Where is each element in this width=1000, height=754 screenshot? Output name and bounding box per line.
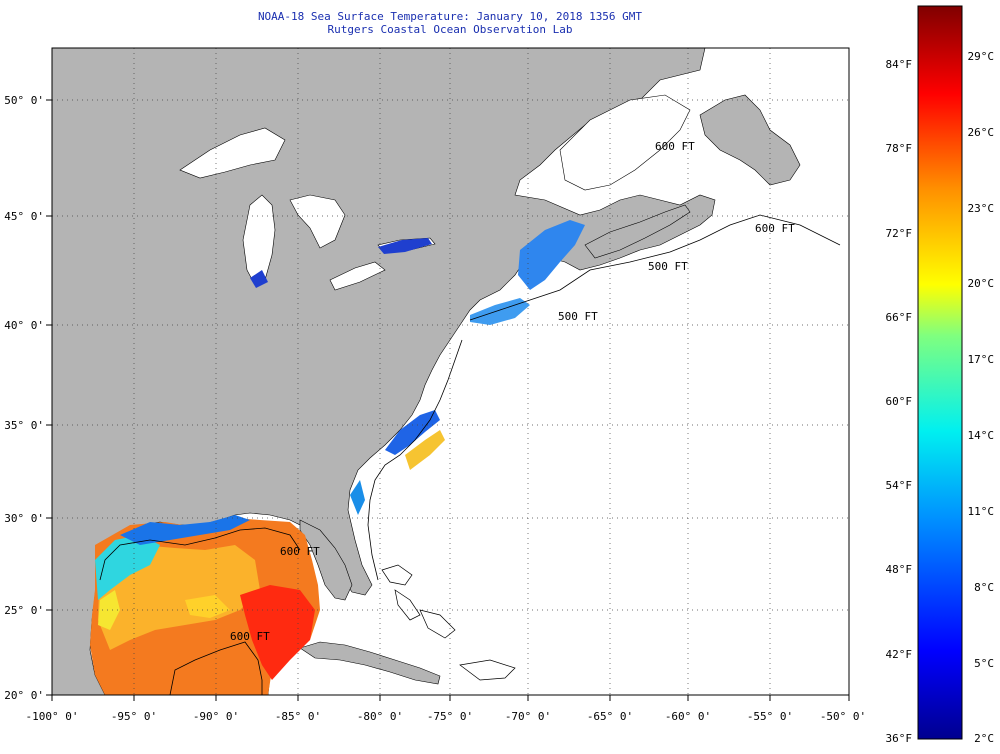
x-tick-label: -80° 0': [357, 710, 403, 723]
land-hispaniola: [459, 659, 516, 681]
y-axis-labels: 50° 0' 45° 0' 40° 0' 35° 0' 30° 0' 25° 0…: [4, 94, 44, 702]
y-tick-label: 45° 0': [4, 210, 44, 223]
y-tick-label: 25° 0': [4, 604, 44, 617]
gulf-st-lawrence: [559, 94, 691, 191]
x-tick-label: -75° 0': [427, 710, 473, 723]
x-tick-label: -95° 0': [111, 710, 157, 723]
x-tick-label: -70° 0': [505, 710, 551, 723]
map-title: NOAA-18 Sea Surface Temperature: January…: [257, 10, 643, 23]
bahamas: [381, 564, 456, 639]
x-tick-label: -55° 0': [747, 710, 793, 723]
x-tick-label: -65° 0': [587, 710, 633, 723]
x-tick-label: -60° 0': [665, 710, 711, 723]
contour-labels: 500 FT 500 FT 600 FT 600 FT 600 FT 600 F…: [230, 140, 795, 643]
x-tick-label: -100° 0': [26, 710, 79, 723]
y-tick-label: 40° 0': [4, 319, 44, 332]
contour-label: 500 FT: [648, 260, 688, 273]
land-newfoundland: [699, 94, 801, 186]
y-tick-label: 35° 0': [4, 419, 44, 432]
map-subtitle: Rutgers Coastal Ocean Observation Lab: [327, 23, 573, 36]
isobath-contours: [99, 214, 841, 695]
contour-label: 600 FT: [755, 222, 795, 235]
frame-ticks: [46, 99, 850, 701]
x-axis-labels: -100° 0' -95° 0' -90° 0' -85° 0' -80° 0'…: [26, 710, 867, 723]
contour-label: 600 FT: [655, 140, 695, 153]
land-nova-scotia: [584, 204, 691, 259]
contour-label: 600 FT: [230, 630, 270, 643]
x-tick-label: -50° 0': [820, 710, 866, 723]
land-florida: [299, 519, 353, 601]
y-tick-label: 30° 0': [4, 512, 44, 525]
contour-label: 600 FT: [280, 545, 320, 558]
x-tick-label: -90° 0': [193, 710, 239, 723]
y-tick-label: 50° 0': [4, 94, 44, 107]
contour-label: 500 FT: [558, 310, 598, 323]
land-cuba: [299, 641, 441, 685]
sst-data: [90, 220, 585, 695]
x-tick-label: -85° 0': [275, 710, 321, 723]
y-tick-label: 20° 0': [4, 689, 44, 702]
